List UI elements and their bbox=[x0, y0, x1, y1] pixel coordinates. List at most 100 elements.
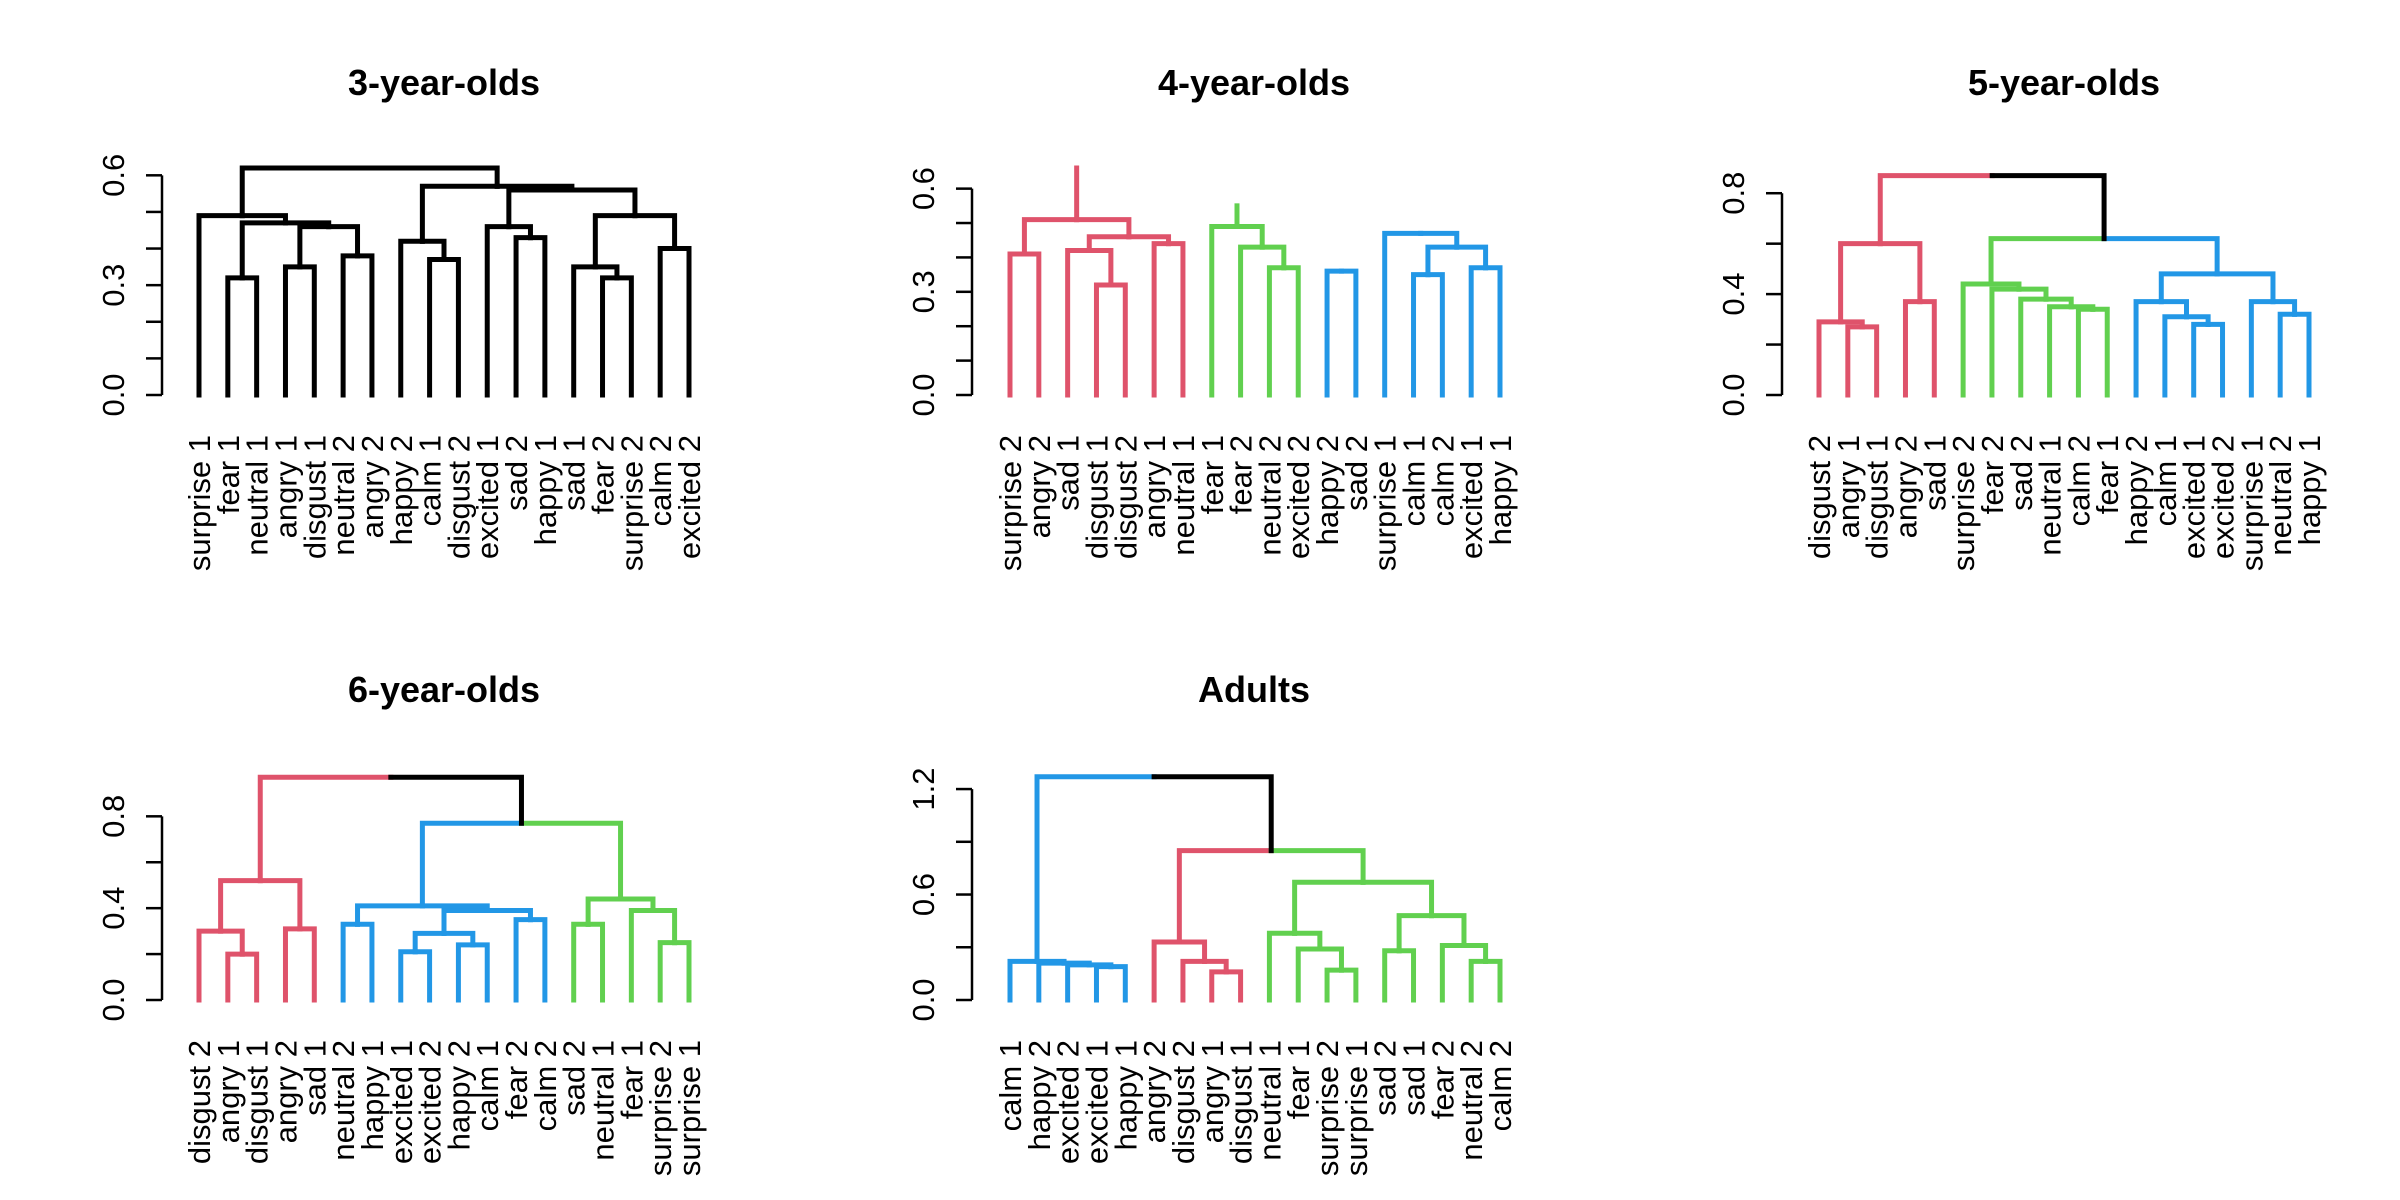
dendrogram-branch-right bbox=[2101, 236, 2220, 277]
leaf-label: excited 2 bbox=[1281, 435, 1316, 559]
dendrogram-branch-right bbox=[1176, 939, 1208, 964]
dendrogram-branch-right bbox=[1425, 272, 1445, 398]
dendrogram-branch-left bbox=[2047, 304, 2074, 398]
leaf-label: happy 2 bbox=[1310, 435, 1345, 545]
dendrogram-branch-right bbox=[1034, 958, 1067, 966]
dendrogram-branch-right bbox=[1074, 217, 1132, 240]
dendrogram-branch-left bbox=[218, 878, 263, 934]
leaf-label: fear 1 bbox=[211, 435, 246, 514]
leaf-label: calm 1 bbox=[993, 1040, 1028, 1131]
dendrogram-branch-right bbox=[355, 253, 375, 398]
leaf-label: excited 2 bbox=[2206, 435, 2241, 559]
leaf-label: fear 2 bbox=[499, 1040, 534, 1119]
dendrogram-branch-right bbox=[1086, 248, 1114, 288]
leaf-label: neutral 1 bbox=[586, 1040, 621, 1161]
y-tick-label: 0.6 bbox=[906, 167, 941, 210]
dendrogram-branch-right bbox=[355, 921, 375, 1003]
dendrogram-branch-right bbox=[1223, 969, 1244, 1003]
dendrogram-branch-left bbox=[571, 921, 591, 1003]
dendrogram-edges bbox=[196, 165, 692, 398]
leaf-label: happy 2 bbox=[2119, 435, 2154, 545]
dendrogram-branch-right bbox=[2068, 304, 2096, 312]
leaf-label: excited 2 bbox=[672, 435, 707, 559]
dendrogram-branch-right bbox=[239, 951, 260, 1003]
y-tick-label: 0.4 bbox=[1716, 273, 1751, 316]
leaf-label: calm 1 bbox=[2148, 435, 2183, 526]
dendrogram-branch-left bbox=[225, 275, 245, 398]
dendrogram-branch-left bbox=[282, 264, 303, 398]
dendrogram-branch-left bbox=[1425, 244, 1460, 278]
dendrogram-branch-right bbox=[632, 213, 678, 252]
dendrogram-branch-left bbox=[196, 928, 224, 1003]
leaf-label: angry 2 bbox=[268, 1040, 303, 1143]
dendrogram-branch-left bbox=[355, 903, 425, 927]
dendrogram-branch-right bbox=[527, 917, 548, 1003]
leaf-label: fear 2 bbox=[1224, 435, 1259, 514]
leaf-label: disgust 2 bbox=[182, 1040, 217, 1164]
leaf-label: neutral 1 bbox=[1166, 435, 1201, 556]
leaf-label: surprise 1 bbox=[672, 1040, 707, 1176]
leaf-label: disgust 2 bbox=[441, 435, 476, 559]
dendrogram-branch-right bbox=[1338, 268, 1359, 398]
panel-title: 5-year-olds bbox=[1968, 62, 2160, 103]
leaf-label: disgust 1 bbox=[297, 435, 332, 559]
dendrogram-branch-right bbox=[527, 235, 548, 398]
dendrogram-branch-right bbox=[1461, 943, 1489, 964]
leaf-label: excited 1 bbox=[2177, 435, 2212, 559]
dendrogram-branch-left bbox=[657, 940, 678, 1003]
dendrogram-branch-right bbox=[1838, 319, 1865, 330]
dendrogram-branch-left bbox=[1209, 969, 1229, 1003]
dendrogram-branch-left bbox=[1151, 939, 1182, 1003]
leaf-label: angry 1 bbox=[1137, 435, 1172, 538]
dendrogram-branch-right bbox=[1259, 244, 1287, 271]
leaf-label: angry 1 bbox=[211, 1040, 246, 1143]
leaf-label: neutral 2 bbox=[2263, 435, 2298, 556]
dendrogram-branch-left bbox=[513, 235, 533, 398]
dendrogram-branch-right bbox=[441, 930, 476, 948]
dendrogram-branch-right bbox=[1021, 251, 1042, 398]
dendrogram-branch-right bbox=[1108, 964, 1128, 1003]
dendrogram-branch-left bbox=[1324, 967, 1344, 1003]
leaf-label: sad 2 bbox=[557, 1040, 592, 1116]
dendrogram-branch-right bbox=[218, 928, 245, 957]
dendrogram-branch-left bbox=[1295, 946, 1323, 1003]
y-axis: 0.0 0.6 1.2 bbox=[906, 768, 974, 1022]
dendrogram-branch-left bbox=[1396, 913, 1435, 954]
dendrogram-edges bbox=[1010, 168, 1503, 398]
dendrogram-branch-right bbox=[618, 896, 656, 913]
dendrogram-branch-left bbox=[1086, 234, 1132, 254]
dendrogram-branch-right bbox=[569, 187, 638, 219]
leaf-label: calm 1 bbox=[1397, 435, 1432, 526]
dendrogram-branch-left bbox=[2018, 296, 2049, 398]
dendrogram-branch-left bbox=[2133, 299, 2164, 398]
leaf-label: sad 2 bbox=[2004, 435, 2039, 511]
leaf-label: surprise 2 bbox=[993, 435, 1028, 571]
leaf-label: disgust 1 bbox=[1079, 435, 1114, 559]
dendrogram-branch-left bbox=[1468, 958, 1489, 1003]
dendrogram-branch-left bbox=[592, 213, 638, 270]
dendrogram-branch-left bbox=[441, 907, 490, 936]
leaf-label: calm 2 bbox=[1425, 435, 1460, 526]
leaf-label: happy 1 bbox=[2292, 435, 2327, 545]
dendrogram-branch-right bbox=[1202, 958, 1229, 975]
leaf-label: happy 1 bbox=[355, 1040, 390, 1150]
dendrogram-branch-left bbox=[1960, 281, 1994, 398]
dendrogram-branch-left bbox=[571, 264, 598, 398]
leaf-label: happy 1 bbox=[528, 435, 563, 545]
y-tick-label: 0.4 bbox=[96, 887, 131, 930]
dendrogram-branch-left bbox=[419, 183, 500, 244]
leaf-label: fear 2 bbox=[586, 435, 621, 514]
dendrogram-branch-left bbox=[1176, 848, 1274, 945]
dendrogram-branch-left bbox=[1151, 241, 1172, 398]
dendrogram-branch-left bbox=[282, 926, 303, 1003]
leaf-label: fear 1 bbox=[614, 1040, 649, 1119]
dendrogram-branch-left bbox=[239, 165, 373, 219]
dendrogram-branch-right bbox=[2090, 306, 2110, 398]
dendrogram-branch-right bbox=[470, 942, 490, 1003]
